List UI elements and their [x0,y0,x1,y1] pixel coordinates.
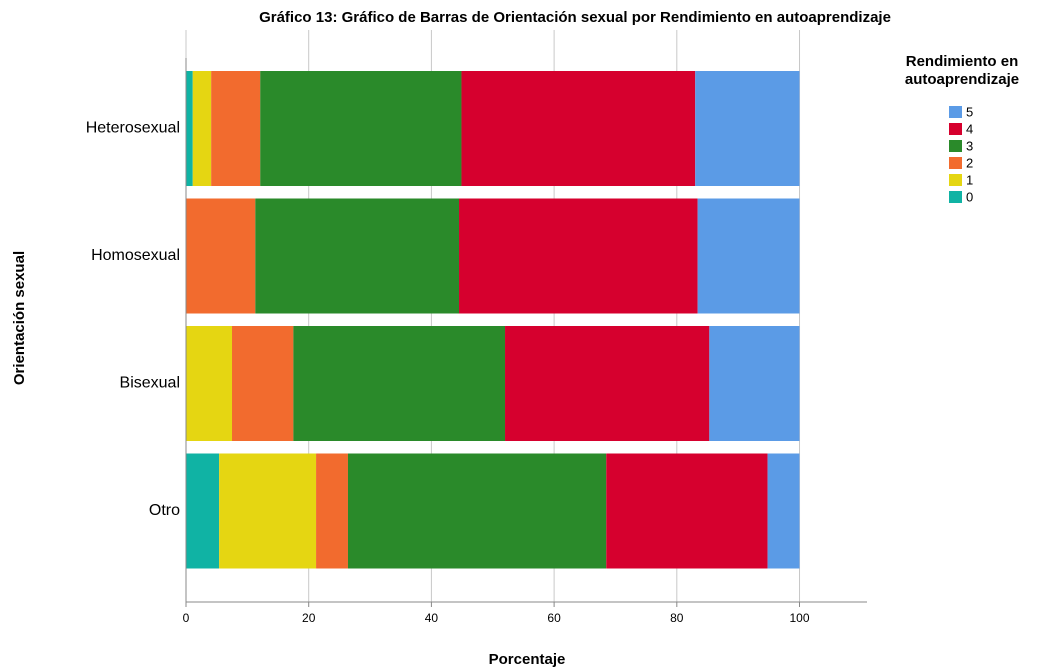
x-tick-label: 0 [183,611,190,625]
legend-title: Rendimiento en [906,53,1019,70]
legend-title: autoaprendizaje [905,71,1019,88]
bar-segment [347,453,607,569]
bar-segment [186,326,233,441]
bar-segment [767,453,800,569]
chart-title: Gráfico 13: Gráfico de Barras de Orienta… [259,9,891,26]
y-tick-label: Homosexual [91,247,180,264]
bar-segment [232,326,294,441]
bar-segment [293,326,506,441]
bar-segment [260,71,462,186]
bar-segment [695,71,800,186]
bar-segment [219,453,317,569]
legend-label: 5 [966,104,973,119]
bar-segment [186,453,220,569]
y-tick-label: Otro [149,502,180,519]
legend-swatch [949,157,962,169]
bar-segment [211,71,261,186]
y-tick-label: Bisexual [120,375,180,392]
bar-segment [606,453,768,569]
legend-label: 2 [966,155,973,170]
bar-segment [255,198,460,314]
y-axis-label: Orientación sexual [11,251,28,385]
x-tick-label: 40 [425,611,439,625]
bar-segment [459,198,698,314]
legend-swatch [949,123,962,135]
bar-segment [186,198,256,314]
bar-segment [505,326,710,441]
legend-swatch [949,106,962,118]
bar-segment [697,198,800,314]
bar-segment [316,453,348,569]
bar-segment [186,71,193,186]
legend-swatch [949,174,962,186]
legend-swatch [949,191,962,203]
x-axis-label: Porcentaje [489,651,566,668]
bar-segment [192,71,212,186]
legend-label: 0 [966,189,973,204]
legend-label: 3 [966,138,973,153]
legend-label: 1 [966,172,973,187]
x-tick-label: 20 [302,611,316,625]
x-tick-label: 80 [670,611,684,625]
legend-swatch [949,140,962,152]
y-tick-label: Heterosexual [86,120,180,137]
legend-label: 4 [966,121,973,136]
bar-segment [461,71,696,186]
x-tick-label: 100 [789,611,809,625]
x-tick-label: 60 [547,611,561,625]
bar-segment [709,326,800,441]
